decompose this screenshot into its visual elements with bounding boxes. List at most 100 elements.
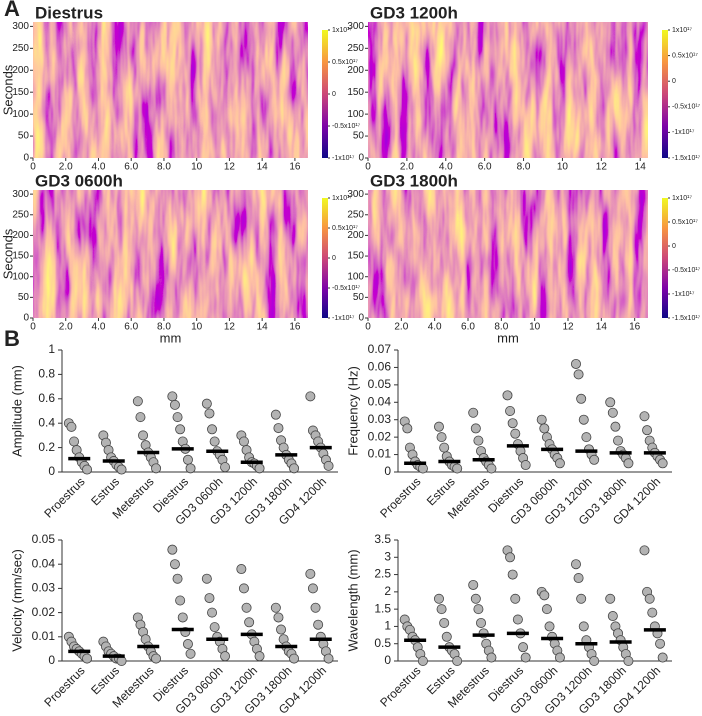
x-tick-label: 10 — [191, 322, 203, 333]
data-point — [486, 652, 497, 663]
data-point — [417, 656, 428, 667]
data-point — [512, 614, 523, 625]
x-tick-label: 2.0 — [394, 322, 408, 333]
y-tick-label: 100 — [347, 109, 364, 120]
data-point — [220, 462, 231, 473]
data-point — [167, 544, 178, 555]
y-tick-label: 1 — [384, 619, 391, 633]
data-point — [273, 423, 284, 434]
data-point — [605, 593, 616, 604]
y-tick-label: 0.2 — [38, 440, 55, 454]
data-point — [185, 463, 196, 474]
y-tick-label: 300 — [347, 21, 364, 32]
data-point — [647, 607, 658, 618]
data-point — [270, 409, 281, 420]
x-tick-label: 12 — [562, 322, 574, 333]
chart-title: Diestrus — [35, 3, 103, 22]
colorbar-tick-label: 0 — [332, 255, 336, 262]
data-point — [177, 612, 188, 623]
colorbar — [322, 198, 328, 318]
data-point — [468, 579, 479, 590]
y-tick-label: 0 — [384, 464, 391, 478]
data-point — [207, 424, 218, 435]
data-point — [655, 638, 666, 649]
heatmap-image — [368, 22, 648, 158]
y-tick-label: 0 — [23, 313, 29, 324]
y-tick-label: 300 — [12, 189, 29, 200]
colorbar-tick-label: -1x10¹⁷ — [672, 291, 695, 298]
y-tick-label: 2.5 — [374, 567, 391, 581]
x-axis-label: mm — [497, 330, 519, 345]
data-point — [439, 617, 450, 628]
data-point — [323, 460, 334, 471]
data-point — [169, 559, 180, 570]
y-tick-label: 0 — [48, 464, 55, 478]
colorbar-tick-label: 1x10¹⁷ — [332, 195, 353, 202]
colorbar-tick-label: 0.5x10¹⁷ — [672, 219, 698, 226]
x-tick-label: 4.0 — [428, 322, 442, 333]
y-axis-label: Velocity (mm/sec) — [9, 549, 24, 652]
y-tick-label: 1 — [48, 342, 55, 356]
y-tick-label: 200 — [347, 65, 364, 76]
y-tick-label: 150 — [347, 87, 364, 98]
data-point — [310, 602, 321, 613]
data-point — [201, 398, 212, 409]
data-point — [473, 604, 484, 615]
data-point — [167, 391, 178, 402]
x-tick-label: 4.0 — [92, 162, 106, 173]
x-tick-label: 6.0 — [124, 322, 138, 333]
y-tick-label: 100 — [12, 271, 29, 282]
data-point — [204, 408, 215, 419]
data-point — [441, 631, 452, 642]
data-point — [209, 436, 220, 447]
data-point — [507, 569, 518, 580]
y-tick-label: 0.01 — [368, 447, 392, 461]
data-point — [657, 652, 668, 663]
data-point — [289, 653, 300, 664]
y-tick-label: 250 — [347, 43, 364, 54]
data-point — [473, 435, 484, 446]
x-tick-label: 14 — [635, 162, 647, 173]
data-point — [539, 423, 550, 434]
y-tick-label: 250 — [12, 43, 29, 54]
data-point — [116, 464, 127, 475]
colorbar-tick-label: -1x10¹⁷ — [332, 315, 355, 322]
data-point — [578, 621, 589, 632]
data-point — [570, 559, 581, 570]
colorbar-tick-label: -0.5x10¹⁷ — [332, 285, 361, 292]
x-tick-label: 8.0 — [157, 162, 171, 173]
y-tick-label: 0 — [358, 313, 364, 324]
data-point — [241, 602, 252, 613]
data-point — [642, 425, 653, 436]
data-point — [518, 642, 529, 653]
data-point — [607, 611, 618, 622]
colorbar-tick-label: 0 — [332, 91, 336, 98]
colorbar-tick-label: 0.5x10¹⁷ — [332, 59, 358, 66]
data-point — [175, 424, 186, 435]
data-point — [470, 593, 481, 604]
y-tick-label: 3.5 — [374, 532, 391, 546]
data-point — [138, 430, 149, 441]
y-tick-label: 100 — [12, 109, 29, 120]
y-tick-label: 200 — [12, 65, 29, 76]
data-point — [610, 421, 621, 432]
y-tick-label: 0 — [384, 653, 391, 667]
y-tick-label: 150 — [12, 251, 29, 262]
data-point — [589, 454, 600, 465]
data-point — [605, 397, 616, 408]
data-point — [402, 423, 413, 434]
y-tick-label: 150 — [347, 251, 364, 262]
x-tick-label: 6.0 — [124, 162, 138, 173]
x-tick-label: 10 — [191, 162, 203, 173]
y-tick-label: 0.8 — [38, 367, 55, 381]
data-point — [433, 421, 444, 432]
data-point — [204, 593, 215, 604]
data-point — [623, 656, 634, 667]
data-point — [244, 617, 255, 628]
data-point — [505, 405, 516, 416]
y-tick-label: 50 — [18, 131, 30, 142]
data-point — [66, 421, 77, 432]
colorbar-tick-label: 0.5x10¹⁷ — [332, 225, 358, 232]
chart-title: GD3 1200h — [370, 3, 458, 22]
x-tick-label: 14 — [257, 322, 269, 333]
